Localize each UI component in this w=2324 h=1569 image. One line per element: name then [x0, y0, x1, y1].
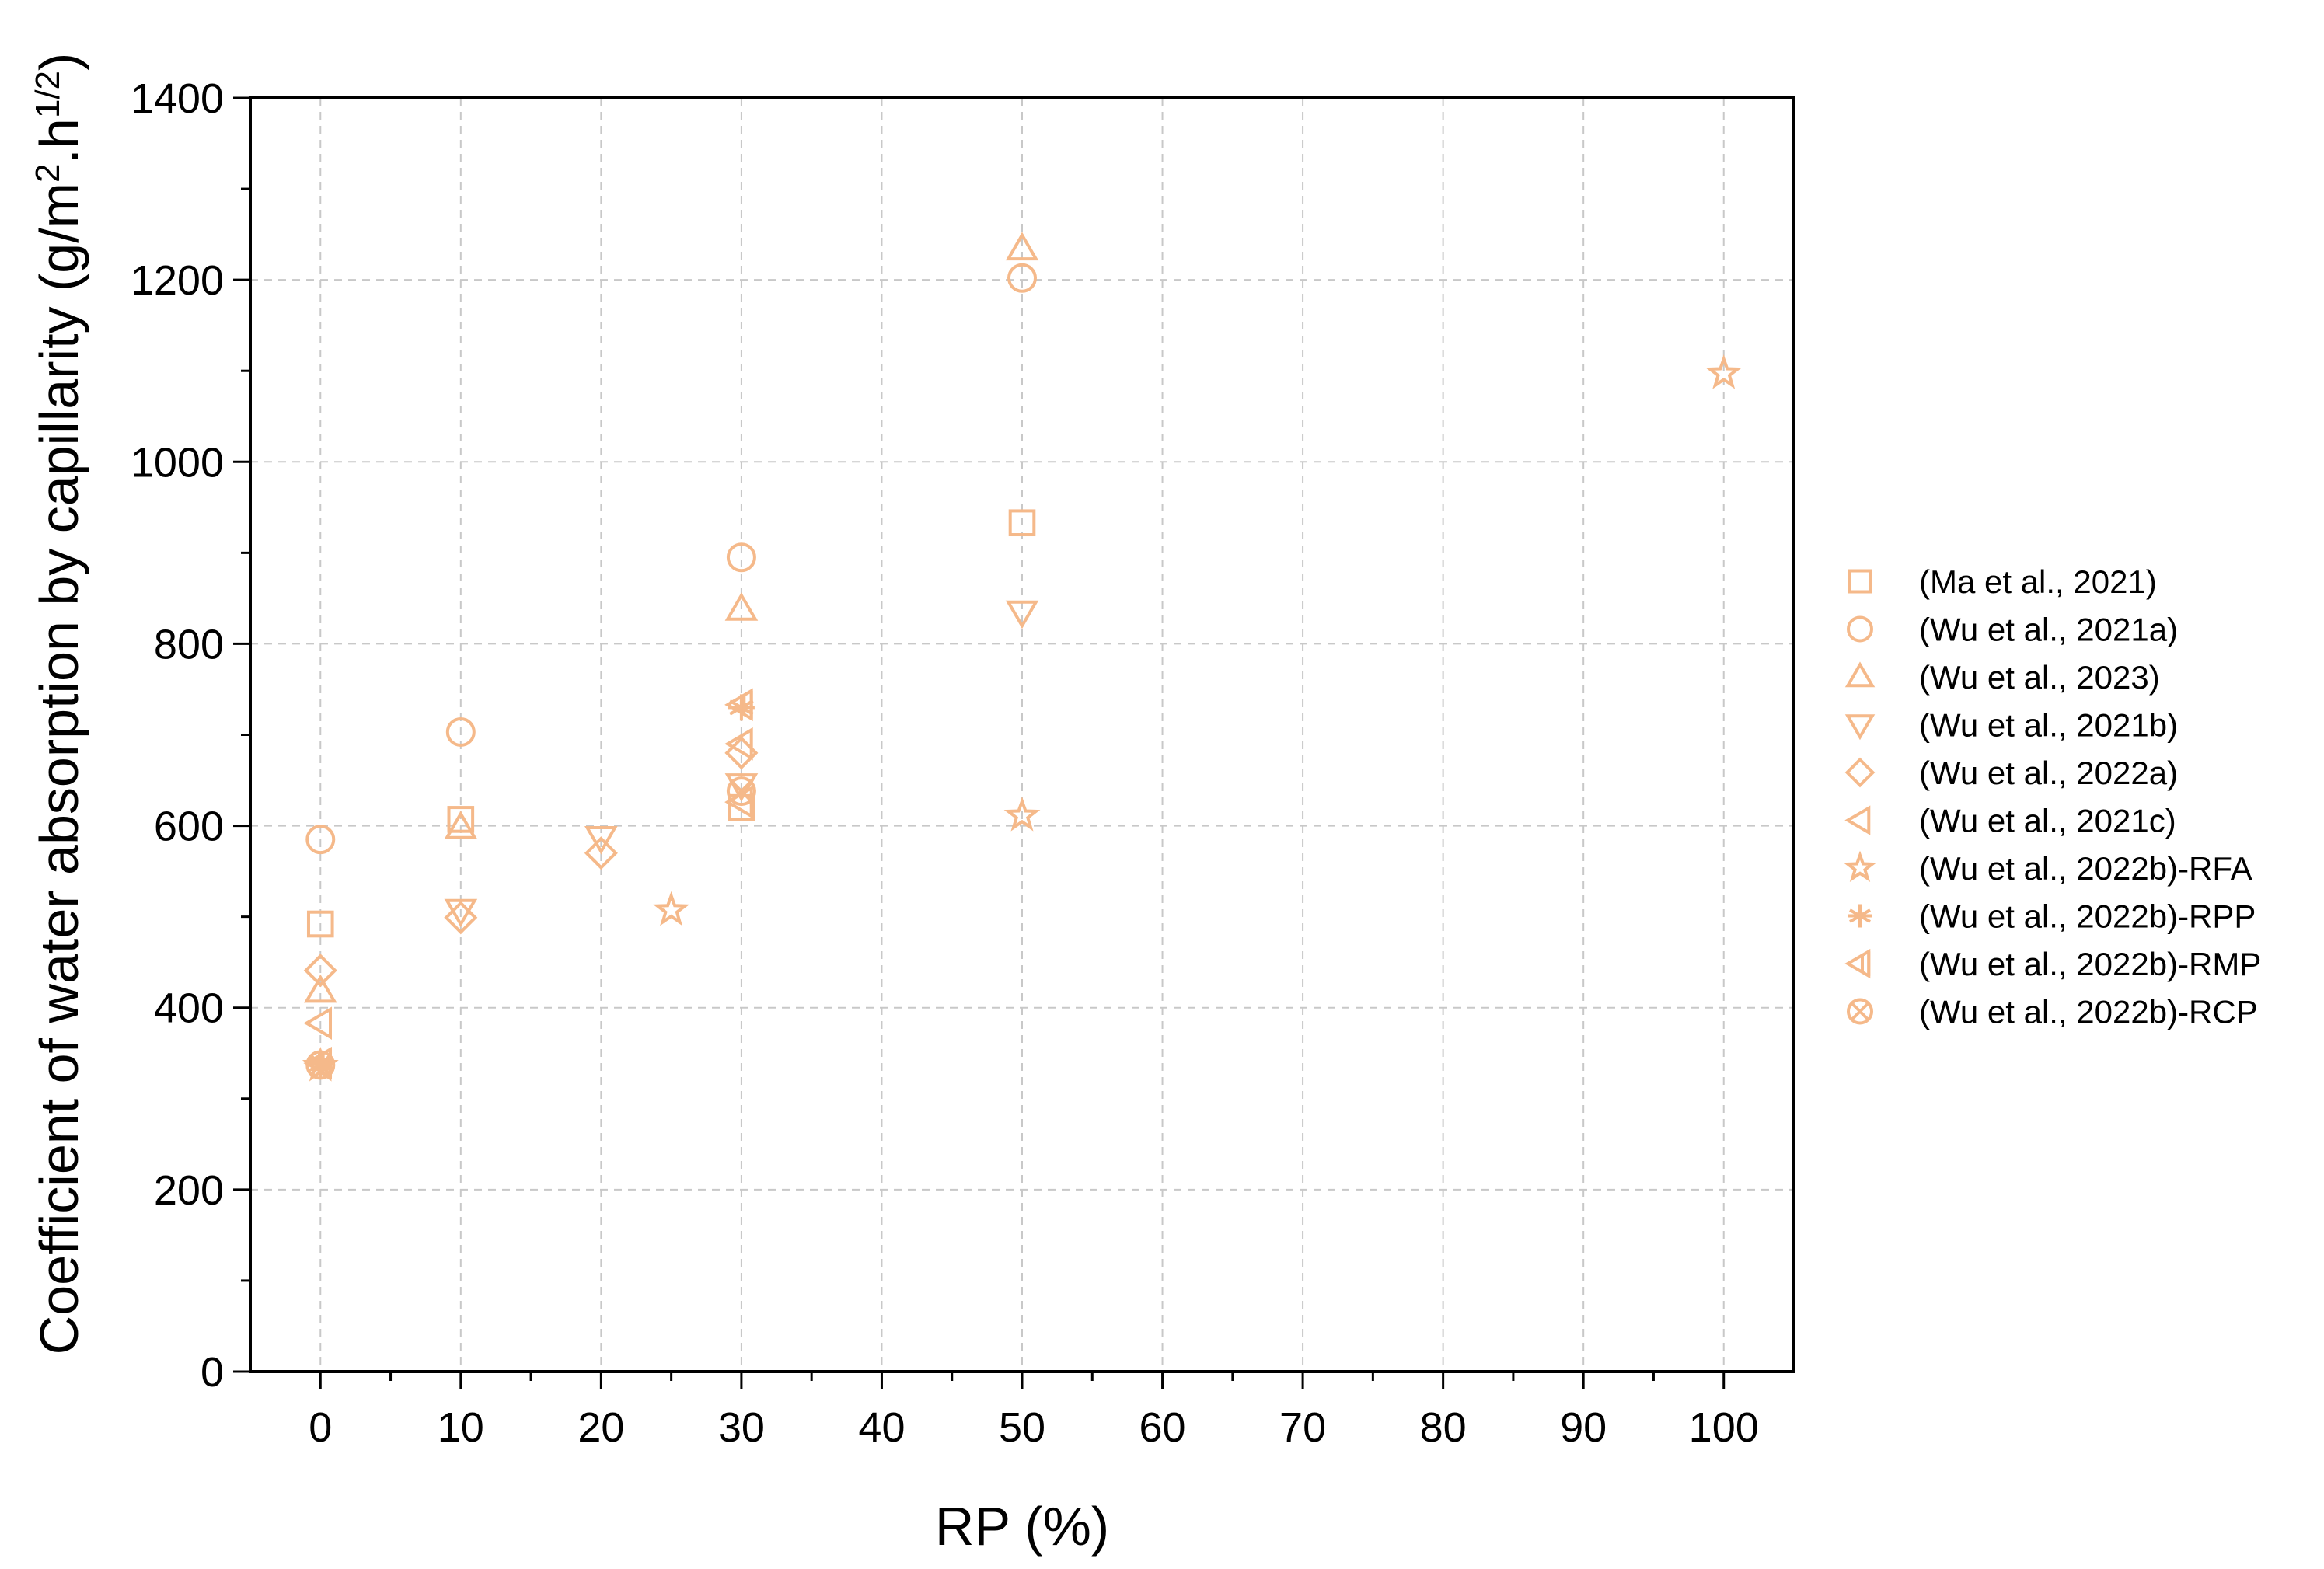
legend-label: (Wu et al., 2023) [1919, 659, 2160, 696]
data-point-circle-x [305, 1050, 336, 1080]
data-point-diamond [584, 836, 618, 870]
x-tick-label: 40 [858, 1404, 905, 1451]
y-tick-label: 1400 [131, 75, 224, 122]
x-axis-title: RP (%) [935, 1496, 1109, 1557]
legend-marker-circle [1847, 615, 1873, 643]
data-point-triangle-down [584, 826, 618, 855]
legend-label: (Wu et al., 2021a) [1919, 612, 2178, 648]
x-tick-label: 0 [309, 1404, 332, 1451]
data-point-triangle-up [1005, 232, 1039, 261]
legend-marker-square [1848, 569, 1872, 594]
x-tick-label: 90 [1560, 1404, 1607, 1451]
data-point-triangle-down [1005, 600, 1039, 629]
legend-marker-bar-triangle-left [1844, 948, 1871, 979]
y-tick-label: 400 [154, 985, 224, 1032]
data-point-circle [726, 542, 756, 573]
y-axis-title-end: ) [29, 53, 89, 71]
data-point-triangle-up [444, 811, 478, 839]
grid-lines [250, 98, 1794, 1372]
legend-label: (Wu et al., 2022a) [1919, 755, 2178, 791]
data-point-star [653, 891, 690, 926]
x-tick-label: 20 [578, 1404, 624, 1451]
y-tick-label: 600 [154, 804, 224, 850]
y-axis-title-mid: .h [29, 118, 89, 163]
tick-labels: 0 10 20 30 40 50 60 70 80 90 100020040060080010001… [131, 75, 1759, 1451]
legend-marker-star [1843, 850, 1877, 883]
y-tick-label: 0 [201, 1349, 224, 1396]
y-tick-label: 1000 [131, 439, 224, 486]
data-points [302, 232, 1743, 1082]
legend-label: (Wu et al., 2022b)-RPP [1919, 898, 2256, 935]
legend-label: (Wu et al., 2022b)-RCP [1919, 994, 2258, 1030]
data-point-square [306, 910, 334, 938]
x-tick-label: 50 [999, 1404, 1045, 1451]
data-point-diamond [444, 901, 478, 935]
legend-marker-triangle-down [1844, 714, 1876, 741]
data-point-triangle-down [444, 898, 478, 928]
legend-label: (Wu et al., 2021b) [1919, 707, 2178, 744]
data-point-star [1705, 354, 1743, 389]
data-point-circle [305, 825, 336, 855]
legend-label: (Wu et al., 2021c) [1919, 803, 2176, 839]
data-point-diamond [303, 954, 337, 988]
legend-label: (Wu et al., 2022b)-RFA [1919, 850, 2252, 887]
legend: (Ma et al., 2021) (Wu et al., 2021a) (Wu e… [1843, 563, 2261, 1030]
y-tick-label: 200 [154, 1167, 224, 1214]
legend-label: (Wu et al., 2022b)-RMP [1919, 946, 2261, 982]
x-tick-label: 100 [1689, 1404, 1759, 1451]
legend-label: (Ma et al., 2021) [1919, 563, 2157, 600]
plot-area-frame [249, 96, 1795, 1373]
x-tick-label: 10 [438, 1404, 484, 1451]
y-axis-title-main: Coefficient of water absorption by capil… [29, 183, 89, 1355]
y-axis-title: Coefficient of water absorption by capil… [29, 53, 90, 1355]
x-tick-label: 80 [1420, 1404, 1467, 1451]
legend-marker-triangle-left [1844, 805, 1871, 835]
y-tick-label: 1200 [131, 257, 224, 304]
data-point-bar-triangle-left [724, 688, 753, 722]
data-point-square [1008, 509, 1036, 537]
y-axis-title-sup1: 2 [29, 164, 67, 183]
data-point-circle [1007, 263, 1037, 293]
data-point-triangle-up [303, 974, 337, 1003]
data-point-triangle-down [724, 773, 759, 802]
data-point-square [447, 806, 475, 833]
data-point-asterisk [728, 694, 755, 721]
data-point-triangle-left [303, 1006, 332, 1040]
legend-marker-circle-x [1847, 998, 1873, 1025]
data-point-circle [445, 717, 476, 747]
legend-marker-diamond [1844, 757, 1876, 788]
x-tick-label: 70 [1279, 1404, 1326, 1451]
x-tick-label: 60 [1139, 1404, 1186, 1451]
data-point-star [1003, 797, 1041, 832]
data-point-triangle-left [724, 727, 753, 761]
x-tick-label: 30 [718, 1404, 765, 1451]
legend-marker-asterisk [1848, 904, 1872, 928]
data-point-triangle-up [724, 592, 759, 621]
y-tick-label: 800 [154, 621, 224, 668]
legend-marker-triangle-up [1844, 661, 1876, 688]
data-point-circle-x [726, 776, 756, 807]
y-axis-title-sup2: 1/2 [29, 71, 67, 118]
